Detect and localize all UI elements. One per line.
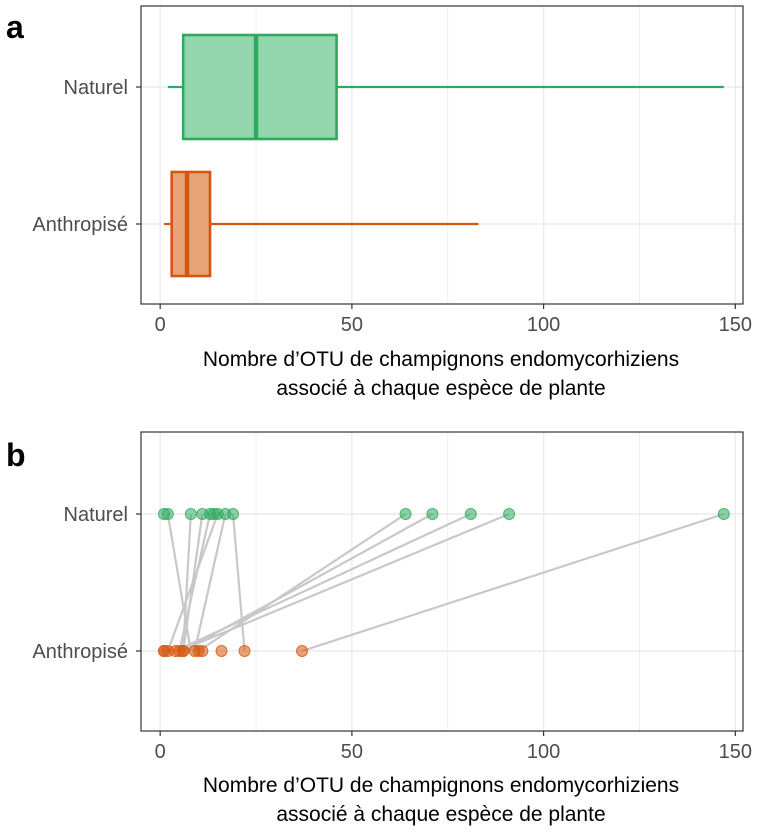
y-tick-label: Anthropisé: [32, 641, 128, 663]
panel-a-xlabel-line1: Nombre d’OTU de champignons endomycorhiz…: [203, 348, 679, 371]
y-tick-label: Naturel: [64, 77, 128, 99]
panel-b-y-axis: Naturel Anthropisé: [32, 504, 141, 663]
point-naturel: [426, 508, 439, 520]
pair-line: [178, 513, 212, 652]
x-tick-label: 0: [155, 314, 166, 336]
point-anthropise: [196, 645, 209, 657]
panel-a-y-axis: Naturel Anthropisé: [32, 77, 141, 236]
point-naturel: [464, 508, 477, 520]
x-tick-label: 0: [155, 741, 166, 763]
panel-b-label: b: [6, 437, 26, 473]
x-tick-label: 150: [719, 314, 752, 336]
point-naturel: [717, 508, 730, 520]
point-naturel: [399, 508, 412, 520]
pair-line: [231, 513, 246, 652]
pair-line: [178, 512, 510, 653]
panel-a-border: [140, 5, 744, 305]
x-tick-label: 50: [341, 741, 363, 763]
panel-a-marks: [164, 33, 724, 278]
box: [170, 170, 212, 278]
y-tick-label: Anthropisé: [32, 214, 128, 236]
panel-b-xlabel-line2: associé à chaque espèce de plante: [276, 803, 605, 826]
x-tick-label: 100: [527, 741, 560, 763]
point-naturel: [503, 508, 516, 520]
point-anthropise: [215, 645, 228, 657]
panel-b-x-axis: 0 50 100 150: [155, 731, 752, 763]
y-tick-label: Naturel: [64, 504, 128, 526]
pair-line: [193, 513, 227, 652]
point-anthropise: [296, 645, 309, 657]
panel-b-marks: [158, 508, 730, 657]
panel-a-xlabel-line2: associé à chaque espèce de plante: [276, 377, 605, 400]
point-anthropise: [238, 645, 251, 657]
panel-b-border: [140, 431, 744, 732]
pair-line: [175, 513, 472, 652]
panel-b-xlabel-line1: Nombre d’OTU de champignons endomycorhiz…: [203, 774, 679, 797]
point-naturel: [184, 508, 197, 520]
panel-a-x-axis: 0 50 100 150: [155, 304, 752, 336]
panel-b-gridlines: [141, 432, 743, 731]
panel-a-label: a: [6, 9, 24, 45]
box: [181, 33, 338, 141]
point-naturel: [227, 508, 240, 520]
x-tick-label: 100: [527, 314, 560, 336]
point-naturel: [161, 508, 174, 520]
point-anthropise: [177, 645, 190, 657]
x-tick-label: 150: [719, 741, 752, 763]
x-tick-label: 50: [341, 314, 363, 336]
panel-a: a Naturel Anthropisé 0 50 100 150 Nombre d’O…: [6, 5, 752, 400]
pair-line: [182, 513, 204, 652]
panel-b: b Naturel Anthropisé 0 50 100 150 Nombre d’O…: [6, 431, 752, 826]
pair-line: [301, 512, 725, 653]
